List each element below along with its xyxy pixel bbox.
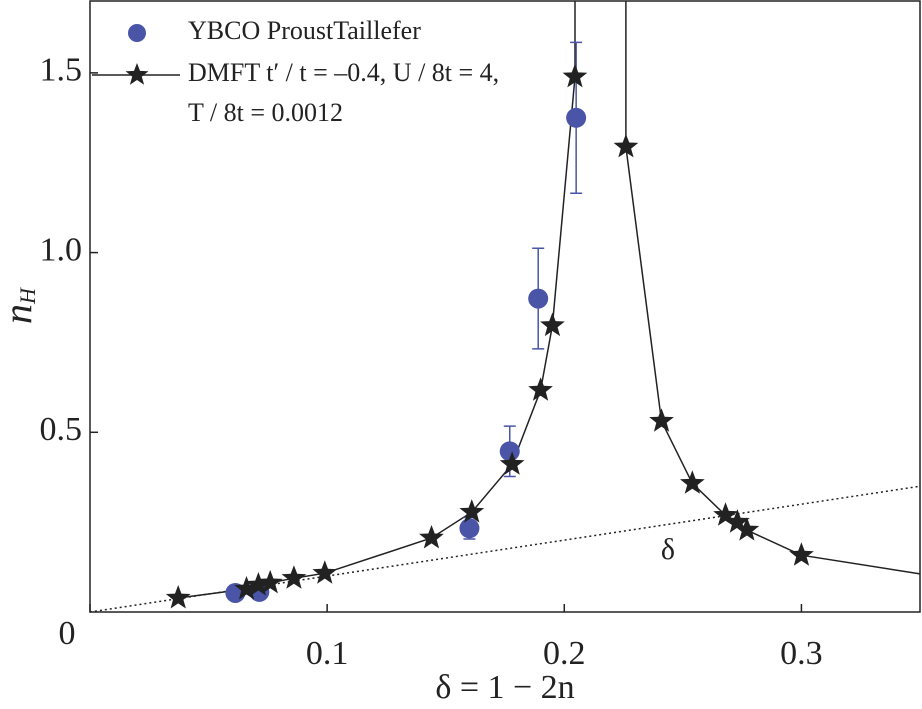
y-tick-label: 1.5	[40, 52, 83, 89]
plot-frame	[89, 0, 921, 613]
point	[459, 518, 480, 539]
point	[566, 107, 587, 128]
x-tick-label: 0.2	[543, 635, 586, 672]
y-tick-label: 0.5	[40, 411, 83, 448]
point	[528, 288, 549, 309]
star-marker	[257, 569, 283, 594]
star-marker	[680, 470, 705, 494]
legend-label: T / 8t = 0.0012	[188, 98, 343, 127]
star-marker	[713, 502, 738, 526]
legend-dot	[128, 24, 146, 42]
star-marker	[459, 499, 485, 523]
y-axis-label: nH	[0, 287, 40, 324]
x-tick-label: 0	[59, 615, 76, 652]
star-marker	[540, 312, 565, 337]
y-axis-label-base: n	[0, 304, 40, 324]
curve	[178, 1, 921, 599]
star-marker	[165, 585, 191, 609]
x-tick-label: 0.3	[780, 635, 823, 672]
star-marker	[419, 525, 444, 549]
x-axis-label: δ = 1 − 2n	[435, 669, 574, 706]
star-marker	[281, 565, 307, 589]
star-marker	[789, 542, 814, 566]
star-marker	[734, 517, 760, 541]
star-marker	[649, 408, 674, 432]
x-tick-label: 0.1	[306, 635, 349, 672]
star-marker	[499, 451, 525, 475]
star-marker	[246, 572, 271, 596]
point	[499, 441, 520, 462]
legend-label: YBCO ProustTaillefer	[188, 16, 421, 45]
star-marker	[234, 576, 259, 600]
star-marker	[528, 377, 553, 401]
star-marker	[312, 560, 338, 584]
legend-star	[125, 63, 149, 85]
y-tick-label: 1.0	[40, 231, 83, 268]
star-marker	[725, 509, 750, 533]
star-marker	[562, 63, 588, 88]
legend-label: DMFT t′ / t = –0.4, U / 8t = 4,	[188, 58, 499, 87]
reference-line-label: δ	[661, 533, 675, 566]
y-axis-label-sub: H	[15, 287, 40, 305]
star-marker	[613, 133, 639, 158]
